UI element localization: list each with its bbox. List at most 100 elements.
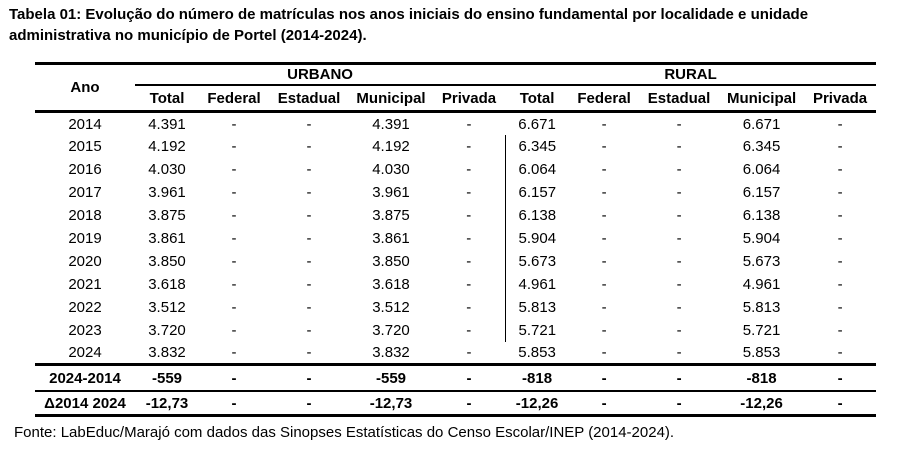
value-cell: 6.671 xyxy=(742,115,781,133)
value-cell: - xyxy=(306,115,312,133)
table-row-2021: 2021 3.618 - - 3.618 - 4.961 - - 4.961 - xyxy=(35,272,876,296)
value-cell: 3.961 xyxy=(148,183,186,201)
value-cell: - xyxy=(306,160,312,178)
value-cell: 5.721 xyxy=(504,318,570,342)
col-header-urbano-privada: Privada xyxy=(433,84,506,114)
value-cell: 4.030 xyxy=(148,160,186,178)
value-cell: 6.157 xyxy=(504,180,570,204)
value-cell: - xyxy=(676,298,682,316)
value-cell: - xyxy=(231,321,237,339)
value-cell: - xyxy=(601,160,607,178)
value-cell: - xyxy=(676,275,682,293)
year-cell: 2016 xyxy=(68,160,102,178)
value-cell: - xyxy=(199,341,269,367)
table-row-2019: 2019 3.861 - - 3.861 - 5.904 - - 5.904 - xyxy=(35,226,876,250)
value-cell: 6.064 xyxy=(742,160,781,178)
value-cell: - xyxy=(639,341,720,367)
value-cell: - xyxy=(231,229,237,247)
value-cell: 3.861 xyxy=(148,229,186,247)
year-cell: 2018 xyxy=(68,206,102,224)
value-cell: - xyxy=(676,137,682,155)
value-cell: - xyxy=(601,229,607,247)
value-cell: - xyxy=(231,298,237,316)
value-cell: 6.138 xyxy=(742,206,781,224)
table-title-line2: administrativa no município de Portel (2… xyxy=(9,26,367,44)
col-header-urbano-municipal: Municipal xyxy=(349,84,433,114)
value-cell: - xyxy=(269,390,349,418)
value-cell: - xyxy=(601,275,607,293)
summary-label: Δ2014 2024 xyxy=(35,390,135,418)
value-cell: - xyxy=(601,298,607,316)
value-cell: 5.853 xyxy=(505,341,570,367)
value-cell: - xyxy=(466,206,472,224)
table-title-line1: Tabela 01: Evolução do número de matrícu… xyxy=(9,6,809,23)
value-cell: - xyxy=(804,364,877,392)
value-cell: -12,26 xyxy=(505,390,570,418)
table-row-2024: 2024 3.832 - - 3.832 - 5.853 - - 5.853 - xyxy=(35,341,877,367)
year-cell: 2024 xyxy=(35,341,135,367)
col-header-rural-federal: Federal xyxy=(569,84,640,114)
value-cell: - xyxy=(601,183,607,201)
col-header-urbano-total: Total xyxy=(135,84,199,114)
value-cell: 3.875 xyxy=(372,206,410,224)
value-cell: - xyxy=(231,115,237,133)
value-cell: - xyxy=(837,206,843,224)
value-cell: - xyxy=(466,275,472,293)
value-cell: 3.720 xyxy=(372,321,410,339)
value-cell: 4.030 xyxy=(372,160,410,178)
value-cell: 5.904 xyxy=(504,226,570,250)
value-cell: 4.391 xyxy=(148,115,186,133)
value-cell: -12,73 xyxy=(135,390,199,418)
value-cell: -818 xyxy=(719,364,805,392)
value-cell: - xyxy=(837,115,843,133)
table-row-2020: 2020 3.850 - - 3.850 - 5.673 - - 5.673 - xyxy=(35,249,876,273)
value-cell: - xyxy=(199,390,269,418)
value-cell: - xyxy=(676,183,682,201)
value-cell: 3.832 xyxy=(135,341,199,367)
year-cell: 2023 xyxy=(68,321,102,339)
value-cell: - xyxy=(639,364,720,392)
value-cell: - xyxy=(466,321,472,339)
value-cell: - xyxy=(306,137,312,155)
value-cell: - xyxy=(306,321,312,339)
value-cell: 5.813 xyxy=(504,295,570,319)
value-cell: - xyxy=(676,229,682,247)
matriculas-table: Ano URBANO RURAL Total Federal Estadual … xyxy=(35,62,877,418)
value-cell: -12,73 xyxy=(349,390,433,418)
col-header-rural-estadual: Estadual xyxy=(639,84,720,114)
value-cell: - xyxy=(676,252,682,270)
value-cell: - xyxy=(433,364,506,392)
value-cell: - xyxy=(601,321,607,339)
value-cell: - xyxy=(231,252,237,270)
col-header-urbano-estadual: Estadual xyxy=(269,84,349,114)
value-cell: - xyxy=(433,390,506,418)
value-cell: 5.904 xyxy=(742,229,781,247)
value-cell: - xyxy=(466,115,472,133)
table-row-2017: 2017 3.961 - - 3.961 - 6.157 - - 6.157 - xyxy=(35,180,876,204)
value-cell: - xyxy=(306,252,312,270)
value-cell: - xyxy=(199,364,269,392)
source-note: Fonte: LabEduc/Marajó com dados das Sino… xyxy=(14,424,675,442)
value-cell: 4.192 xyxy=(372,137,410,155)
value-cell: - xyxy=(231,275,237,293)
value-cell: 5.853 xyxy=(719,341,805,367)
value-cell: -12,26 xyxy=(719,390,805,418)
value-cell: - xyxy=(837,183,843,201)
value-cell: - xyxy=(569,390,640,418)
value-cell: 3.850 xyxy=(148,252,186,270)
header-sub-row: Total Federal Estadual Municipal Privada… xyxy=(35,84,877,114)
value-cell: - xyxy=(466,183,472,201)
value-cell: - xyxy=(231,206,237,224)
col-group-rural: RURAL xyxy=(505,63,877,86)
value-cell: - xyxy=(231,160,237,178)
table-row-2023: 2023 3.720 - - 3.720 - 5.721 - - 5.721 - xyxy=(35,318,876,342)
value-cell: 6.671 xyxy=(518,115,556,133)
value-cell: 3.618 xyxy=(372,275,410,293)
col-header-rural-privada: Privada xyxy=(804,84,877,114)
value-cell: - xyxy=(569,341,640,367)
value-cell: - xyxy=(306,275,312,293)
value-cell: 3.512 xyxy=(148,298,186,316)
year-cell: 2021 xyxy=(68,275,102,293)
value-cell: - xyxy=(466,137,472,155)
value-cell: - xyxy=(837,160,843,178)
